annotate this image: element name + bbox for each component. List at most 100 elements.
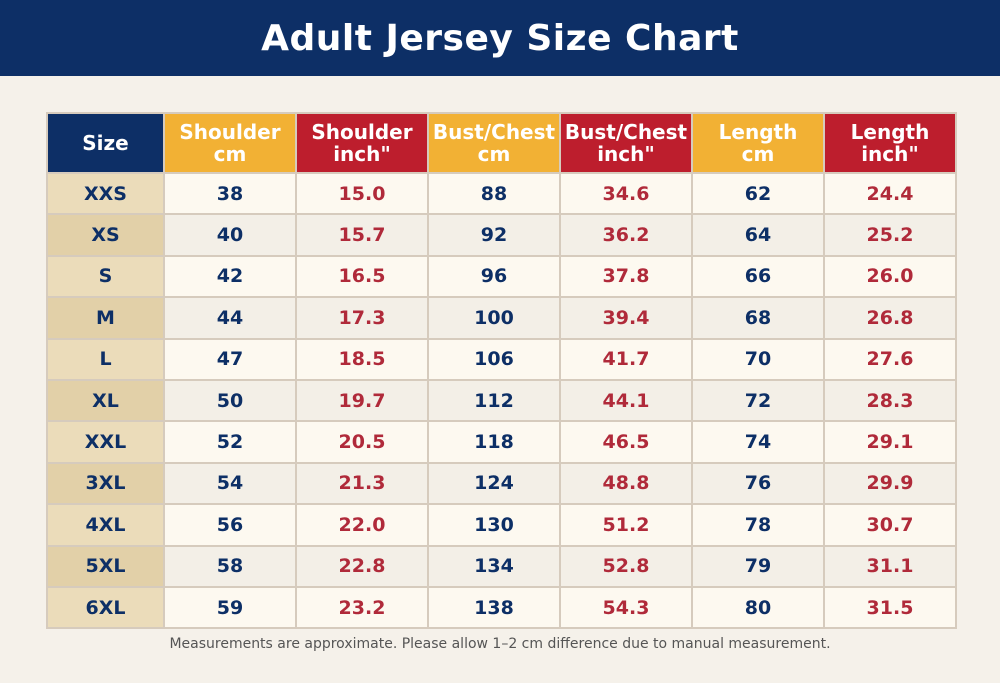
shoulder-inch-cell: 19.7	[295, 378, 429, 423]
length-cm-cell: 79	[691, 544, 825, 588]
header-bust-inch-unit: inch"	[597, 142, 655, 166]
bust-cm-cell: 118	[427, 420, 561, 464]
length-cm-cell: 68	[691, 296, 825, 340]
bust-inch-cell: 39.4	[559, 296, 693, 340]
size-cell: L	[46, 337, 165, 381]
bust-cm-cell: 92	[427, 213, 561, 257]
length-inch-cell: 27.6	[823, 337, 957, 381]
shoulder-cm-cell: 44	[163, 296, 297, 340]
header-bust-cm-unit: cm	[477, 142, 511, 166]
length-inch-cell: 31.5	[823, 585, 957, 630]
bust-inch-cell: 48.8	[559, 461, 693, 506]
shoulder-cm-cell: 42	[163, 254, 297, 299]
header-length-cm: Length cm	[691, 112, 825, 174]
size-cell: S	[46, 254, 165, 299]
size-cell: XL	[46, 378, 165, 423]
header-shoulder-inch-label: Shoulder	[311, 120, 413, 144]
table-row: XXS 38 15.0 88 34.6 62 24.4	[46, 171, 957, 216]
table-row: 3XL 54 21.3 124 48.8 76 29.9	[46, 461, 957, 506]
header-row: Size Shoulder cm Shoulder inch" Bust/Che…	[46, 112, 957, 174]
table-row: XL 50 19.7 112 44.1 72 28.3	[46, 378, 957, 423]
length-inch-cell: 26.0	[823, 254, 957, 299]
table-body: XXS 38 15.0 88 34.6 62 24.4 XS 40 15.7 9…	[46, 171, 957, 630]
shoulder-inch-cell: 16.5	[295, 254, 429, 299]
header-shoulder-cm-unit: cm	[213, 142, 247, 166]
size-cell: XXL	[46, 420, 165, 464]
footnote: Measurements are approximate. Please all…	[169, 636, 831, 652]
table-row: XXL 52 20.5 118 46.5 74 29.1	[46, 420, 957, 464]
length-cm-cell: 66	[691, 254, 825, 299]
length-inch-cell: 29.9	[823, 461, 957, 506]
bust-cm-cell: 124	[427, 461, 561, 506]
shoulder-inch-cell: 22.0	[295, 503, 429, 547]
size-cell: 3XL	[46, 461, 165, 506]
length-cm-cell: 72	[691, 378, 825, 423]
header-shoulder-inch: Shoulder inch"	[295, 112, 429, 174]
size-cell: 4XL	[46, 503, 165, 547]
size-chart-table: Size Shoulder cm Shoulder inch" Bust/Che…	[46, 112, 957, 630]
length-inch-cell: 24.4	[823, 171, 957, 216]
bust-inch-cell: 34.6	[559, 171, 693, 216]
size-cell: M	[46, 296, 165, 340]
header-length-inch: Length inch"	[823, 112, 957, 174]
bust-inch-cell: 52.8	[559, 544, 693, 588]
table-row: XS 40 15.7 92 36.2 64 25.2	[46, 213, 957, 257]
length-cm-cell: 80	[691, 585, 825, 630]
header-size-label: Size	[82, 131, 129, 155]
bust-inch-cell: 41.7	[559, 337, 693, 381]
length-inch-cell: 31.1	[823, 544, 957, 588]
shoulder-inch-cell: 23.2	[295, 585, 429, 630]
bust-cm-cell: 134	[427, 544, 561, 588]
bust-cm-cell: 100	[427, 296, 561, 340]
length-cm-cell: 74	[691, 420, 825, 464]
size-cell: 6XL	[46, 585, 165, 630]
shoulder-inch-cell: 17.3	[295, 296, 429, 340]
shoulder-inch-cell: 15.0	[295, 171, 429, 216]
shoulder-cm-cell: 40	[163, 213, 297, 257]
length-cm-cell: 62	[691, 171, 825, 216]
shoulder-inch-cell: 15.7	[295, 213, 429, 257]
table-row: L 47 18.5 106 41.7 70 27.6	[46, 337, 957, 381]
bust-inch-cell: 44.1	[559, 378, 693, 423]
header-bust-inch: Bust/Chest inch"	[559, 112, 693, 174]
table-row: 4XL 56 22.0 130 51.2 78 30.7	[46, 503, 957, 547]
bust-cm-cell: 138	[427, 585, 561, 630]
bust-cm-cell: 106	[427, 337, 561, 381]
bust-inch-cell: 46.5	[559, 420, 693, 464]
shoulder-cm-cell: 52	[163, 420, 297, 464]
length-cm-cell: 76	[691, 461, 825, 506]
header-bust-inch-label: Bust/Chest	[564, 120, 688, 144]
bust-cm-cell: 96	[427, 254, 561, 299]
length-cm-cell: 70	[691, 337, 825, 381]
header-bust-cm-label: Bust/Chest	[432, 120, 556, 144]
length-inch-cell: 30.7	[823, 503, 957, 547]
shoulder-cm-cell: 56	[163, 503, 297, 547]
shoulder-cm-cell: 50	[163, 378, 297, 423]
title-banner: Adult Jersey Size Chart	[0, 0, 1000, 76]
shoulder-cm-cell: 47	[163, 337, 297, 381]
shoulder-inch-cell: 18.5	[295, 337, 429, 381]
header-length-cm-unit: cm	[741, 142, 775, 166]
length-cm-cell: 64	[691, 213, 825, 257]
length-inch-cell: 26.8	[823, 296, 957, 340]
shoulder-inch-cell: 22.8	[295, 544, 429, 588]
header-size: Size	[46, 112, 165, 174]
table-row: 6XL 59 23.2 138 54.3 80 31.5	[46, 585, 957, 630]
shoulder-cm-cell: 54	[163, 461, 297, 506]
size-cell: XXS	[46, 171, 165, 216]
table-row: 5XL 58 22.8 134 52.8 79 31.1	[46, 544, 957, 588]
shoulder-cm-cell: 58	[163, 544, 297, 588]
header-shoulder-cm-label: Shoulder	[179, 120, 281, 144]
table-row: S 42 16.5 96 37.8 66 26.0	[46, 254, 957, 299]
shoulder-cm-cell: 38	[163, 171, 297, 216]
header-shoulder-inch-unit: inch"	[333, 142, 391, 166]
bust-inch-cell: 51.2	[559, 503, 693, 547]
bust-cm-cell: 112	[427, 378, 561, 423]
length-inch-cell: 25.2	[823, 213, 957, 257]
table-row: M 44 17.3 100 39.4 68 26.8	[46, 296, 957, 340]
size-cell: 5XL	[46, 544, 165, 588]
header-length-cm-label: Length	[718, 120, 798, 144]
header-bust-cm: Bust/Chest cm	[427, 112, 561, 174]
bust-inch-cell: 36.2	[559, 213, 693, 257]
page-title: Adult Jersey Size Chart	[261, 17, 739, 59]
